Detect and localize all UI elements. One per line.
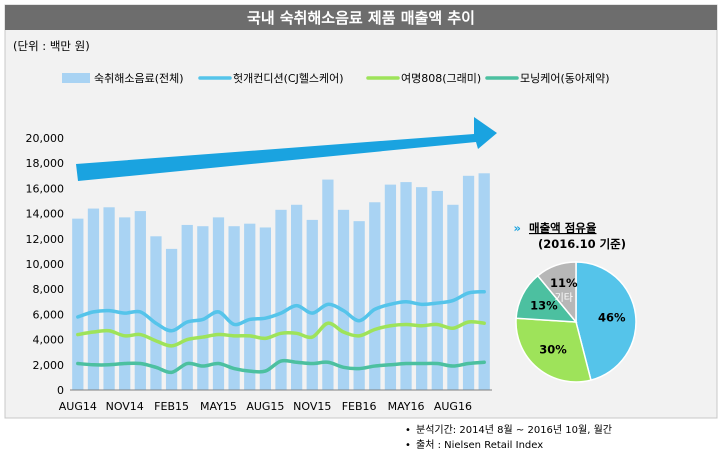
bar-2015-08 — [259, 227, 271, 390]
legend-label-yeomyung: 여명808(그래미) — [401, 72, 481, 85]
bar-2016-01 — [337, 209, 350, 390]
bar-2015-06 — [228, 226, 240, 390]
y-tick-label: 2,000 — [33, 359, 65, 372]
bar-series — [72, 173, 490, 390]
y-tick-label: 6,000 — [33, 308, 65, 321]
x-tick-label: FEB15 — [154, 400, 189, 413]
y-tick-label: 18,000 — [26, 157, 65, 170]
bar-2015-11 — [306, 219, 318, 390]
legend-label-morningcare: 모닝케어(동아제약) — [520, 71, 610, 85]
legend-label-total: 숙취해소음료(전체) — [94, 71, 184, 85]
bar-2016-05 — [400, 182, 412, 390]
line-morningcare — [76, 358, 486, 375]
bar-2014-10 — [103, 207, 115, 390]
y-tick-label: 16,000 — [26, 182, 65, 195]
bar-2014-08 — [72, 218, 84, 390]
bar-2015-10 — [291, 204, 303, 390]
bar-2016-10 — [478, 173, 490, 390]
title-bar — [5, 5, 717, 30]
y-tick-label: 0 — [57, 384, 64, 397]
footnote-bullet-2: • — [405, 440, 411, 451]
pie-slice-other — [536, 261, 577, 325]
bar-2014-12 — [134, 211, 146, 390]
y-tick-label: 4,000 — [33, 334, 65, 347]
y-tick-label: 8,000 — [33, 283, 65, 296]
x-tick-label: NOV15 — [293, 400, 331, 413]
bar-2015-07 — [244, 223, 256, 390]
legend: 숙취해소음료(전체) 헛개컨디션(CJ헬스케어) 여명808(그래미) 모닝케어… — [62, 71, 610, 85]
pie-label-other-name: 기타 — [555, 292, 573, 304]
y-tick-label: 20,000 — [26, 132, 65, 145]
pie-slice-condition — [575, 261, 637, 382]
pie-label-0: 46% — [598, 310, 626, 324]
pie-subtitle: (2016.10 기준) — [538, 237, 626, 251]
bar-2015-03 — [181, 224, 193, 390]
x-tick-label: AUG15 — [246, 400, 284, 413]
footnotes: • 분석기간: 2014년 8월 ~ 2016년 10월, 월간 • 출처 : … — [405, 424, 612, 451]
legend-label-condition: 헛개컨디션(CJ헬스케어) — [233, 72, 344, 85]
pie-label-2: 13% — [530, 299, 558, 313]
unit-label: (단위 : 백만 원) — [13, 39, 90, 53]
bar-2016-03 — [369, 202, 381, 390]
x-tick-label: AUG16 — [434, 400, 472, 413]
pie-label-1: 30% — [539, 343, 567, 357]
x-tick-label: MAY15 — [200, 400, 237, 413]
legend-swatch-total — [62, 73, 90, 83]
pie-title-bullet: » — [514, 221, 521, 235]
bar-2015-12 — [322, 179, 334, 390]
bar-2016-07 — [431, 190, 443, 390]
pie-slice-yeomyung — [515, 317, 592, 383]
x-tick-label: AUG14 — [59, 400, 97, 413]
bar-2015-09 — [275, 209, 287, 390]
bar-2016-06 — [416, 187, 428, 390]
bar-2015-05 — [212, 217, 225, 390]
pie-label-3: 11% — [550, 276, 578, 290]
trend-arrow — [76, 117, 497, 181]
bar-2015-01 — [150, 236, 162, 390]
x-axis: AUG14 NOV14 FEB15 MAY15 AUG15 NOV15 FEB16 MAY16… — [59, 400, 472, 413]
line-condition — [76, 289, 486, 333]
y-axis: 0 2,000 4,000 6,000 8,000 10,000 12,000 14,000 1… — [26, 132, 65, 397]
bar-2016-09 — [462, 175, 475, 390]
bar-2014-09 — [87, 208, 100, 390]
y-tick-label: 10,000 — [26, 258, 65, 271]
bar-2016-02 — [353, 221, 365, 390]
bar-2015-04 — [197, 226, 209, 390]
chart-title: 국내 숙취해소음료 제품 매출액 추이 — [247, 9, 475, 27]
y-tick-label: 14,000 — [26, 208, 65, 221]
pie-title: » 매출액 점유율 — [514, 221, 597, 235]
bar-2014-11 — [119, 217, 131, 390]
footnote-period: 분석기간: 2014년 8월 ~ 2016년 10월, 월간 — [416, 424, 612, 436]
y-tick-label: 12,000 — [26, 233, 65, 246]
line-yeomyung — [76, 320, 486, 348]
footnote-bullet-1: • — [405, 425, 411, 436]
bar-2016-04 — [384, 184, 397, 390]
pie-title-text: 매출액 점유율 — [529, 221, 597, 235]
pie-chart: 46% 30% 13% 11% 기타 — [515, 261, 637, 383]
x-tick-label: FEB16 — [342, 400, 377, 413]
x-tick-label: MAY16 — [388, 400, 425, 413]
line-series — [76, 289, 486, 375]
footnote-source: 출처 : Nielsen Retail Index — [416, 439, 543, 451]
bar-2016-08 — [447, 204, 459, 390]
bar-2015-02 — [165, 248, 178, 390]
x-tick-label: NOV14 — [106, 400, 144, 413]
